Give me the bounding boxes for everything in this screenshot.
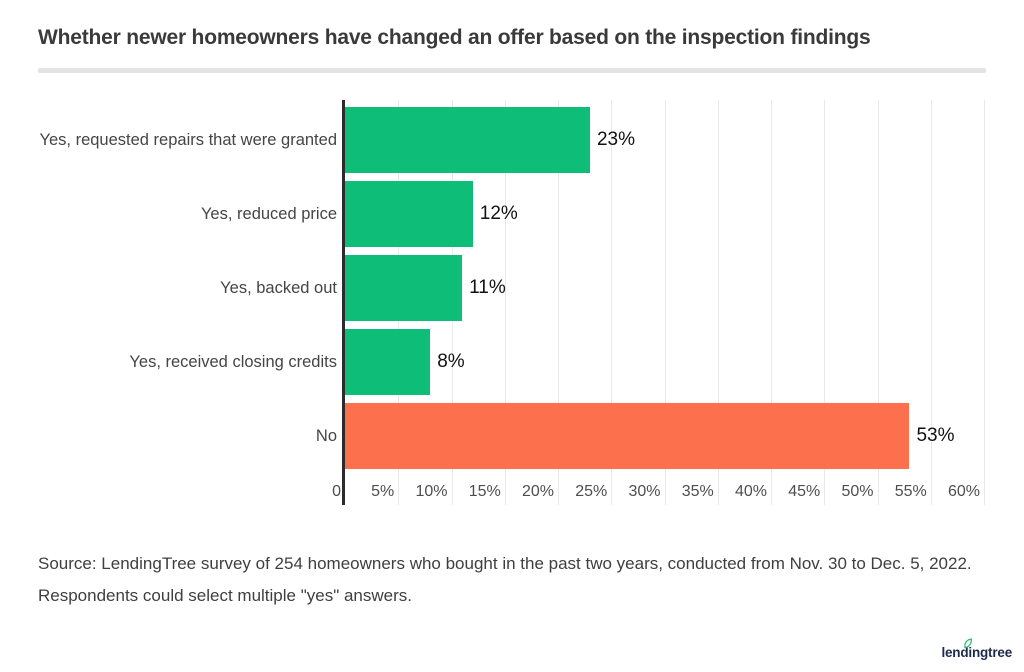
source-note: Source: LendingTree survey of 254 homeow…	[38, 548, 988, 612]
logo-text: lendingtree	[941, 638, 1012, 660]
x-tick-label: 30%	[628, 483, 661, 500]
bar	[345, 403, 910, 469]
bar-value-label: 8%	[437, 351, 465, 372]
gridline	[930, 100, 932, 505]
x-tick-label: 0	[332, 483, 341, 500]
source-line-1: Source: LendingTree survey of 254 homeow…	[38, 554, 972, 573]
category-label: Yes, reduced price	[200, 204, 337, 223]
gridline	[717, 100, 719, 505]
gridline	[611, 100, 613, 505]
x-tick-label: 60%	[947, 483, 980, 500]
gridline	[984, 100, 985, 505]
x-tick-label: 50%	[841, 483, 874, 500]
gridline	[664, 100, 666, 505]
x-tick-label: 45%	[788, 483, 821, 500]
leaf-icon	[964, 638, 973, 649]
gridline	[824, 100, 826, 505]
y-axis-line	[342, 100, 345, 505]
lendingtree-logo: lendingtree	[941, 638, 1012, 666]
category-label: Yes, requested repairs that were granted	[39, 130, 338, 149]
bar-value-label: 11%	[469, 277, 506, 298]
x-tick-label: 20%	[521, 483, 554, 500]
gridline	[558, 100, 559, 505]
bar-chart: 0 5% 10% 15% 20% 25% 30% 35% 40% 45% 50% 55% 60% Yes,…	[0, 100, 1024, 505]
bar	[345, 255, 463, 321]
x-tick-label: 5%	[371, 483, 395, 500]
gridline	[771, 100, 772, 505]
bar	[345, 181, 473, 247]
x-tick-label: 35%	[681, 483, 714, 500]
x-tick-label: 40%	[734, 483, 767, 500]
category-label: No	[315, 426, 337, 445]
category-label: Yes, backed out	[220, 278, 337, 297]
bar	[345, 107, 590, 173]
x-tick-label: 10%	[415, 483, 448, 500]
title-divider	[38, 68, 986, 73]
bar	[345, 329, 431, 395]
source-line-2: Respondents could select multiple "yes" …	[38, 586, 412, 605]
bar-value-label: 53%	[916, 425, 955, 446]
x-tick-label: 25%	[575, 483, 608, 500]
gridline	[877, 100, 879, 505]
x-tick-label: 55%	[894, 483, 927, 500]
category-label: Yes, received closing credits	[129, 352, 337, 371]
bar-value-label: 12%	[479, 203, 518, 224]
bar-value-label: 23%	[596, 129, 635, 150]
x-tick-label: 15%	[468, 483, 501, 500]
gridline	[504, 100, 506, 505]
chart-title: Whether newer homeowners have changed an…	[38, 26, 871, 49]
